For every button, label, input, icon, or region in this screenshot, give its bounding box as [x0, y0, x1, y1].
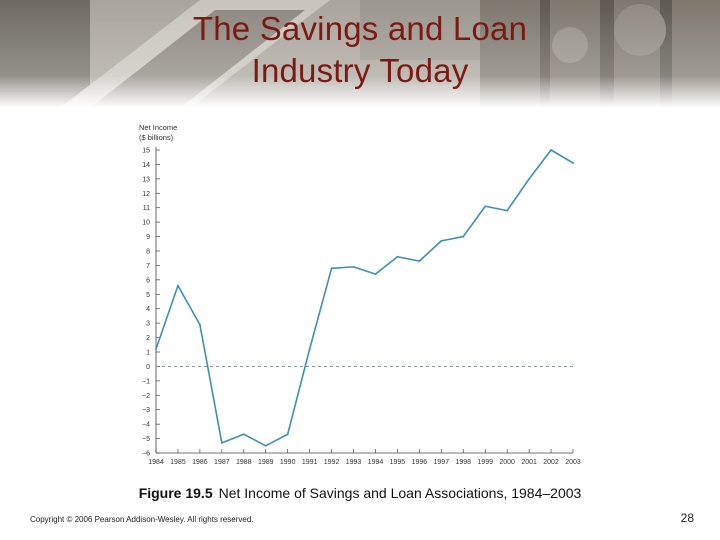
x-tick-label: 1995 [390, 459, 406, 466]
y-axis-label-line-2: ($ billions) [139, 133, 174, 142]
data-point [396, 255, 399, 258]
x-tick-label: 1987 [214, 459, 230, 466]
series-line [155, 149, 574, 447]
data-point [572, 162, 574, 164]
y-tick-label: 5 [146, 292, 150, 299]
y-tick-label: −2 [142, 393, 150, 400]
x-tick-label: 1993 [346, 459, 362, 466]
title-line-1: The Savings and Loan [192, 10, 528, 47]
data-point [528, 177, 531, 180]
data-point [484, 205, 487, 208]
y-axis-label-line-1: Net Income [139, 123, 177, 132]
x-tick-label: 1994 [368, 459, 384, 466]
y-tick-label: 10 [142, 220, 150, 227]
x-tick-label: 2001 [521, 459, 537, 466]
data-point [462, 235, 465, 238]
y-tick-label: −4 [142, 422, 150, 429]
x-tick-label: 1996 [412, 459, 428, 466]
data-point [550, 149, 552, 151]
data-point [440, 240, 443, 242]
y-tick-label: −6 [142, 451, 150, 458]
x-tick-label: 2003 [565, 459, 581, 466]
y-tick-label: 12 [142, 191, 150, 198]
figure-number: Figure 19.5 [138, 485, 213, 501]
x-tick-label: 1985 [170, 459, 186, 466]
slide-title: The Savings and Loan Industry Today [0, 8, 720, 92]
figure-caption-text: Net Income of Savings and Loan Associati… [218, 485, 582, 501]
x-tick-label: 1998 [455, 459, 471, 466]
data-point [198, 323, 201, 326]
data-point [506, 209, 509, 212]
y-tick-label: −3 [142, 407, 150, 414]
data-point [155, 348, 157, 351]
y-tick-label: 7 [146, 263, 150, 270]
x-tick-label: 1984 [148, 459, 164, 466]
chart-series [155, 149, 574, 447]
y-tick-label: −1 [142, 378, 150, 385]
y-tick-label: 15 [142, 148, 150, 155]
y-tick-label: 9 [146, 234, 150, 241]
y-tick-label: 14 [142, 162, 150, 169]
data-point [418, 260, 421, 262]
data-point [264, 444, 267, 447]
x-tick-label: 1986 [192, 459, 208, 466]
y-tick-label: 11 [143, 205, 150, 212]
x-tick-label: 2000 [499, 459, 515, 466]
data-point [220, 442, 223, 444]
x-tick-label: 1997 [434, 459, 450, 466]
x-tick-label: 1990 [280, 459, 296, 466]
x-tick-label: 1991 [302, 459, 318, 466]
header-banner: The Savings and Loan Industry Today [0, 0, 720, 108]
data-point [286, 433, 289, 436]
data-point [308, 348, 311, 351]
data-point [374, 273, 377, 275]
y-tick-label: 6 [146, 277, 150, 284]
data-point [352, 265, 355, 268]
x-tick-label: 1989 [258, 459, 274, 466]
y-tick-label: 13 [142, 176, 150, 183]
page-number: 28 [680, 511, 694, 525]
y-tick-label: 8 [146, 249, 150, 256]
y-tick-label: 1 [146, 350, 150, 357]
y-tick-label: 2 [146, 335, 150, 342]
data-point [242, 433, 245, 436]
y-tick-label: 4 [146, 306, 150, 313]
y-tick-label: 0 [146, 364, 150, 371]
x-tick-label: 1992 [324, 459, 340, 466]
copyright-notice: Copyright © 2006 Pearson Addison-Wesley.… [30, 515, 254, 524]
banner-photo [0, 0, 720, 108]
y-tick-label: −5 [142, 436, 150, 443]
x-tick-label: 2002 [543, 459, 559, 466]
title-line-2: Industry Today [251, 52, 469, 89]
data-point [330, 267, 333, 270]
x-tick-label: 1988 [236, 459, 252, 466]
data-point [177, 284, 179, 287]
x-tick-label: 1999 [477, 459, 493, 466]
figure-caption: Figure 19.5 Net Income of Savings and Loa… [0, 485, 720, 501]
y-tick-label: 3 [146, 321, 150, 328]
